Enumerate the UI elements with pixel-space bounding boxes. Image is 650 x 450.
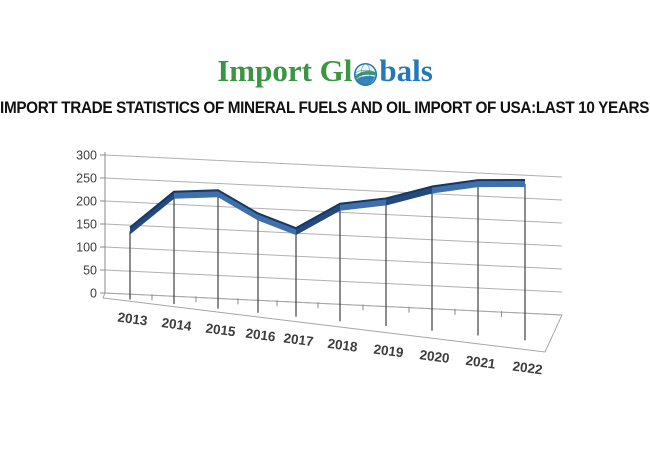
data-ribbon-segment [478,179,525,188]
x-axis-label: 2016 [245,326,277,345]
data-ribbon-segment [386,186,432,206]
chart-floor [102,292,563,353]
y-axis-label: 100 [76,241,97,255]
x-axis-label: 2013 [117,310,149,329]
gridline [104,223,563,247]
x-axis-label: 2018 [327,336,359,355]
gridline [104,246,563,270]
y-axis-label: 250 [76,172,97,186]
x-axis-label: 2017 [283,330,315,349]
data-ribbon-segment [174,190,218,199]
gridline [104,177,563,201]
logo-text-blue: bals [379,53,433,88]
y-axis-label: 150 [76,218,97,232]
data-ribbon-segment [296,203,340,236]
y-axis-label: 200 [76,195,97,209]
data-ribbon-segment [432,180,478,194]
data-ribbon-segment [340,198,386,211]
x-axis-label: 2015 [205,321,237,340]
x-axis-label: 2019 [373,342,405,361]
globe-icon [354,62,378,86]
x-axis-label: 2022 [512,359,544,378]
gridline [104,154,563,178]
chart-title: IMPORT TRADE STATISTICS OF MINERAL FUELS… [0,98,650,117]
data-ribbon-edge [129,178,526,230]
gridline [104,269,563,293]
title-row: IMPORT TRADE STATISTICS OF MINERAL FUELS… [0,98,650,118]
data-ribbon-segment [218,190,258,221]
data-ribbon-segment [258,213,296,236]
y-axis-label: 50 [83,264,97,278]
x-axis-label: 2021 [465,353,497,372]
y-axis-label: 0 [90,287,97,301]
data-ribbon-segment [130,191,174,235]
logo-text-green: Import Gl [217,53,353,88]
logo: Import Gl bals [0,50,650,92]
x-axis-label: 2014 [161,315,193,334]
x-axis-label: 2020 [419,347,451,366]
y-axis-label: 300 [76,149,97,163]
